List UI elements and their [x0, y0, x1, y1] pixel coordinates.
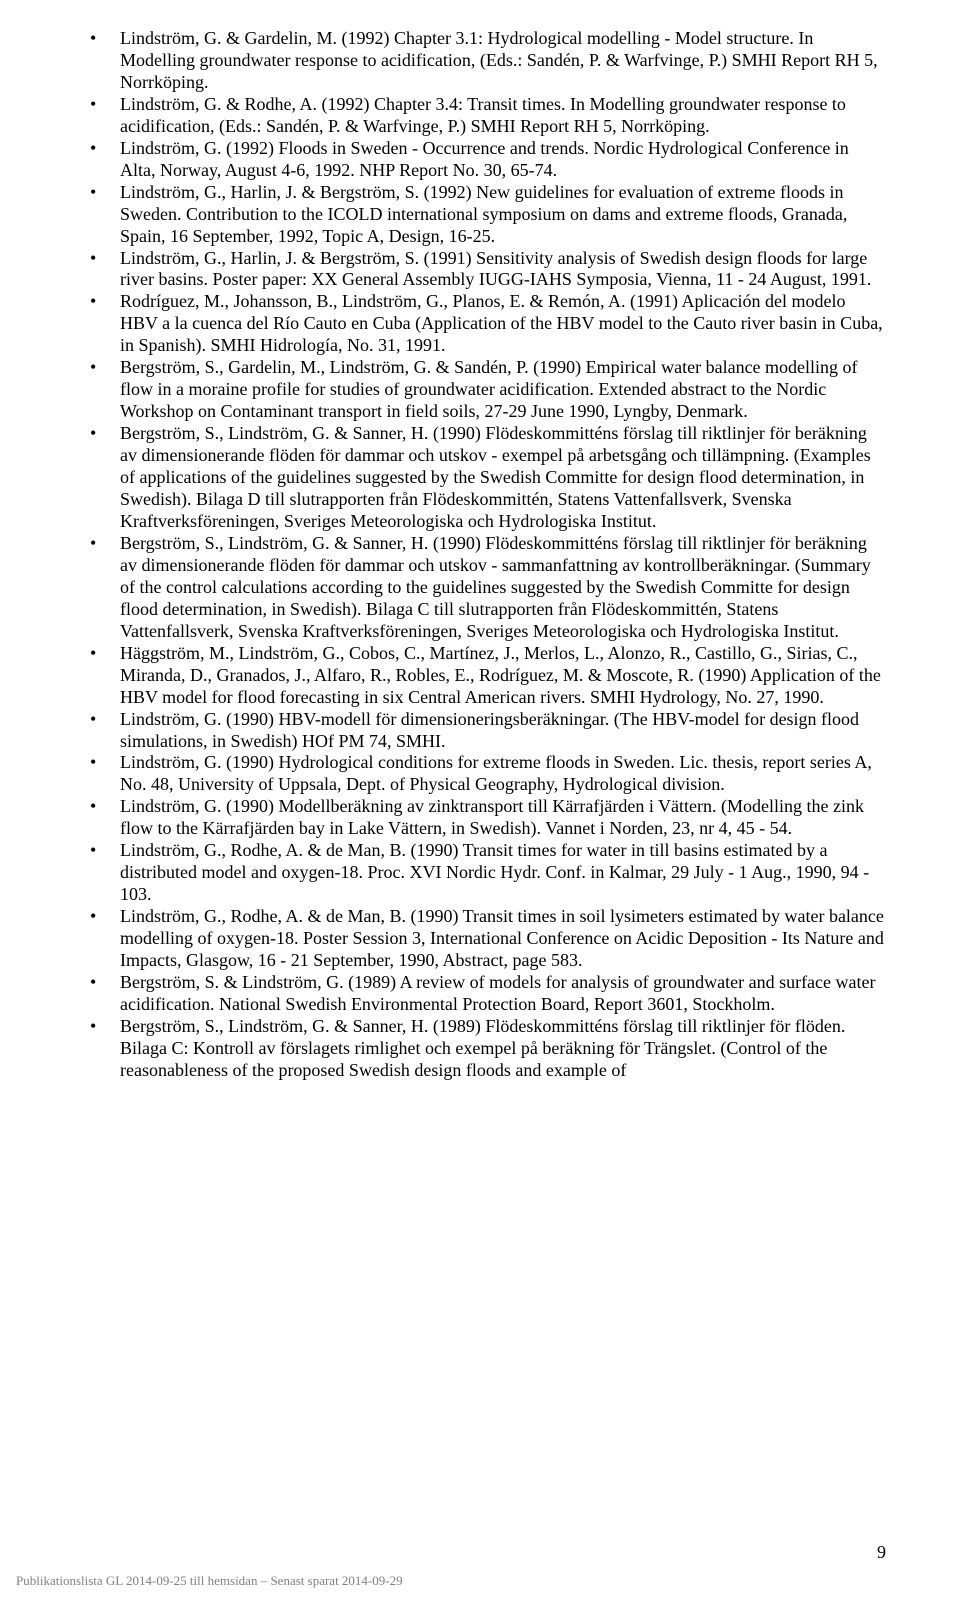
- publication-text: Bergström, S., Lindström, G. & Sanner, H…: [120, 533, 871, 641]
- publication-text: Lindström, G. (1990) Hydrological condit…: [120, 752, 872, 794]
- publication-text: Lindström, G., Rodhe, A. & de Man, B. (1…: [120, 840, 869, 904]
- list-item: Lindström, G., Rodhe, A. & de Man, B. (1…: [74, 906, 886, 972]
- publication-text: Bergström, S., Lindström, G. & Sanner, H…: [120, 1016, 845, 1080]
- list-item: Bergström, S., Lindström, G. & Sanner, H…: [74, 1016, 886, 1082]
- list-item: Bergström, S., Gardelin, M., Lindström, …: [74, 357, 886, 423]
- publication-text: Rodríguez, M., Johansson, B., Lindström,…: [120, 291, 883, 355]
- list-item: Lindström, G. (1990) Modellberäkning av …: [74, 796, 886, 840]
- list-item: Bergström, S., Lindström, G. & Sanner, H…: [74, 533, 886, 643]
- list-item: Lindström, G., Rodhe, A. & de Man, B. (1…: [74, 840, 886, 906]
- publication-text: Lindström, G. & Rodhe, A. (1992) Chapter…: [120, 94, 846, 136]
- publication-text: Lindström, G., Harlin, J. & Bergström, S…: [120, 248, 871, 290]
- list-item: Lindström, G. (1992) Floods in Sweden - …: [74, 138, 886, 182]
- publication-text: Häggström, M., Lindström, G., Cobos, C.,…: [120, 643, 881, 707]
- list-item: Lindström, G. (1990) HBV-modell för dime…: [74, 709, 886, 753]
- list-item: Häggström, M., Lindström, G., Cobos, C.,…: [74, 643, 886, 709]
- publication-text: Lindström, G. (1992) Floods in Sweden - …: [120, 138, 849, 180]
- publication-text: Bergström, S., Gardelin, M., Lindström, …: [120, 357, 858, 421]
- publication-text: Lindström, G., Harlin, J. & Bergström, S…: [120, 182, 847, 246]
- publication-text: Lindström, G. & Gardelin, M. (1992) Chap…: [120, 28, 878, 92]
- page-number: 9: [877, 1542, 886, 1563]
- publication-text: Lindström, G. (1990) HBV-modell för dime…: [120, 709, 859, 751]
- list-item: Lindström, G. & Rodhe, A. (1992) Chapter…: [74, 94, 886, 138]
- publication-text: Bergström, S., Lindström, G. & Sanner, H…: [120, 423, 871, 531]
- list-item: Bergström, S., Lindström, G. & Sanner, H…: [74, 423, 886, 533]
- page-container: Lindström, G. & Gardelin, M. (1992) Chap…: [0, 0, 960, 1599]
- list-item: Lindström, G. & Gardelin, M. (1992) Chap…: [74, 28, 886, 94]
- publication-text: Lindström, G., Rodhe, A. & de Man, B. (1…: [120, 906, 884, 970]
- list-item: Bergström, S. & Lindström, G. (1989) A r…: [74, 972, 886, 1016]
- footer-text: Publikationslista GL 2014-09-25 till hem…: [16, 1573, 886, 1589]
- list-item: Lindström, G., Harlin, J. & Bergström, S…: [74, 182, 886, 248]
- publication-text: Bergström, S. & Lindström, G. (1989) A r…: [120, 972, 876, 1014]
- list-item: Lindström, G. (1990) Hydrological condit…: [74, 752, 886, 796]
- publication-list: Lindström, G. & Gardelin, M. (1992) Chap…: [74, 28, 886, 1082]
- list-item: Lindström, G., Harlin, J. & Bergström, S…: [74, 248, 886, 292]
- publication-text: Lindström, G. (1990) Modellberäkning av …: [120, 796, 864, 838]
- list-item: Rodríguez, M., Johansson, B., Lindström,…: [74, 291, 886, 357]
